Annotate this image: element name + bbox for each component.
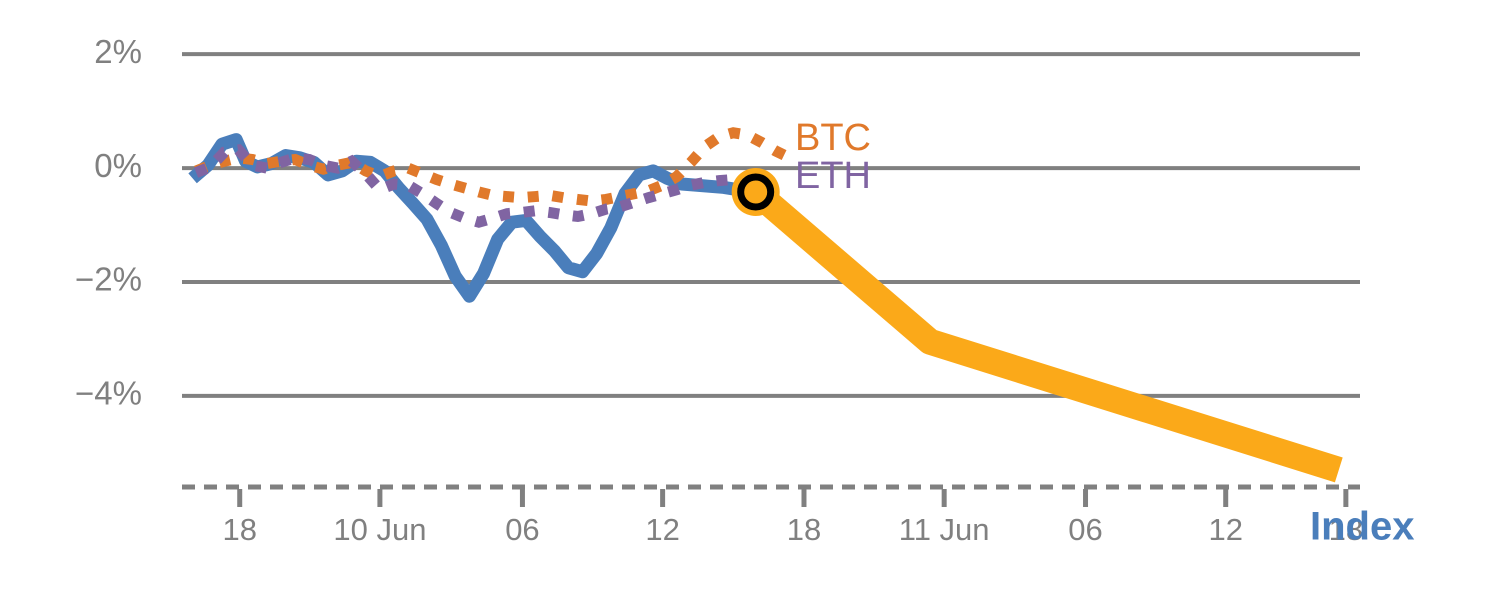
x-axis-labels: 18 10 Jun 06 12 18 11 Jun 06 12 18 (222, 512, 1363, 547)
x-axis-tick-label: 18 (787, 512, 821, 547)
series-line-btc (194, 127, 793, 207)
x-axis-ticks (237, 489, 1349, 507)
y-axis-tick-label: −4% (75, 375, 142, 412)
index-series-label: Index (1310, 505, 1414, 549)
y-axis-tick-label: 2% (94, 33, 142, 70)
highlight-marker[interactable] (731, 167, 780, 216)
x-axis-tick-label: 11 Jun (899, 512, 990, 547)
y-axis-tick-label: −2% (75, 261, 142, 298)
x-axis-tick-label: 12 (1208, 512, 1242, 547)
x-axis-tick-label: 06 (505, 512, 539, 547)
chart-annotations: Index (1310, 505, 1414, 549)
x-axis-tick-label: 10 Jun (333, 512, 426, 547)
series-label-btc: BTC (795, 117, 871, 159)
x-axis-tick-label: 18 (222, 512, 256, 547)
marker-ring[interactable] (737, 173, 775, 211)
gridlines (182, 52, 1360, 398)
x-axis-tick-label: 18 (1329, 512, 1363, 547)
x-axis-tick-label: 06 (1068, 512, 1102, 547)
y-axis-labels: 2% 0% −2% −4% (75, 33, 142, 412)
series-label-eth: ETH (795, 155, 871, 197)
series-line-projection (747, 182, 1343, 483)
series-line-eth (194, 143, 763, 228)
y-axis-tick-label: 0% (94, 147, 142, 184)
x-axis-tick-label: 12 (645, 512, 679, 547)
series-lines (188, 127, 1343, 483)
